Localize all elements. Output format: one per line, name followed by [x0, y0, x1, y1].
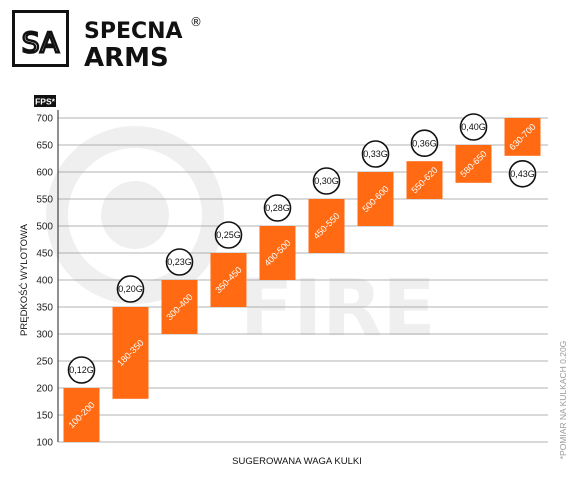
weight-label: 0,36G — [412, 138, 437, 148]
weight-badge — [410, 129, 439, 157]
weight-label: 0,28G — [265, 203, 290, 213]
bar — [406, 161, 443, 199]
bar — [63, 388, 100, 442]
y-tick-label: 400 — [36, 276, 53, 287]
y-tick-label: 250 — [36, 357, 53, 368]
y-tick-label: 500 — [36, 222, 53, 233]
y-tick-label: 150 — [36, 411, 53, 422]
unit-label: FPS* — [35, 97, 56, 107]
y-tick-label: 300 — [36, 330, 53, 341]
bar — [455, 145, 492, 183]
measurement-note: *POMIAR NA KULKACH 0.20G — [558, 341, 568, 460]
weight-label: 0,33G — [363, 149, 388, 159]
y-tick-label: 700 — [36, 114, 53, 125]
logo-monogram: SA — [22, 26, 59, 59]
bar — [112, 307, 149, 399]
y-axis-ticks: 100 150 200 250 300 350 400 450 500 550 600 650 700 — [36, 114, 53, 449]
x-axis-label: SUGEROWANA WAGA KULKI — [232, 456, 362, 467]
logo-line2: ARMS — [84, 43, 169, 72]
weight-label: 0,40G — [461, 122, 486, 132]
unit-badge — [34, 95, 56, 107]
y-tick-label: 350 — [36, 303, 53, 314]
weight-label: 0,43G — [510, 169, 535, 179]
bar — [259, 226, 296, 280]
weight-badge — [508, 160, 537, 188]
y-tick-label: 600 — [36, 168, 53, 179]
bar — [308, 199, 345, 253]
weight-badge — [361, 140, 390, 168]
bar — [357, 172, 394, 226]
weight-badge — [116, 275, 145, 303]
weight-label: 0,30G — [314, 176, 339, 186]
bar — [504, 118, 541, 156]
weight-label: 0,20G — [118, 284, 143, 294]
y-axis-label: PRĘDKOŚĆ WYLOTOWA — [18, 223, 30, 336]
y-tick-label: 650 — [36, 141, 53, 152]
weight-label: 0,12G — [69, 365, 94, 375]
specna-arms-logo: SA SPECNA ® ARMS — [12, 10, 202, 72]
y-tick-label: 200 — [36, 384, 53, 395]
bar — [210, 253, 247, 307]
logo-registered-mark: ® — [190, 15, 202, 29]
weight-badge — [312, 167, 341, 195]
weight-badge — [67, 356, 96, 384]
y-tick-label: 100 — [36, 438, 53, 449]
weight-badge — [165, 248, 194, 276]
weight-label: 0,23G — [167, 257, 192, 267]
weight-label: 0,25G — [216, 230, 241, 240]
y-tick-label: 550 — [36, 195, 53, 206]
weight-badge — [263, 194, 292, 222]
weight-badge — [214, 221, 243, 249]
y-tick-label: 450 — [36, 249, 53, 260]
bar — [161, 280, 198, 334]
weight-badge — [459, 113, 488, 141]
logo-line1: SPECNA — [84, 19, 183, 44]
bars — [63, 118, 541, 442]
